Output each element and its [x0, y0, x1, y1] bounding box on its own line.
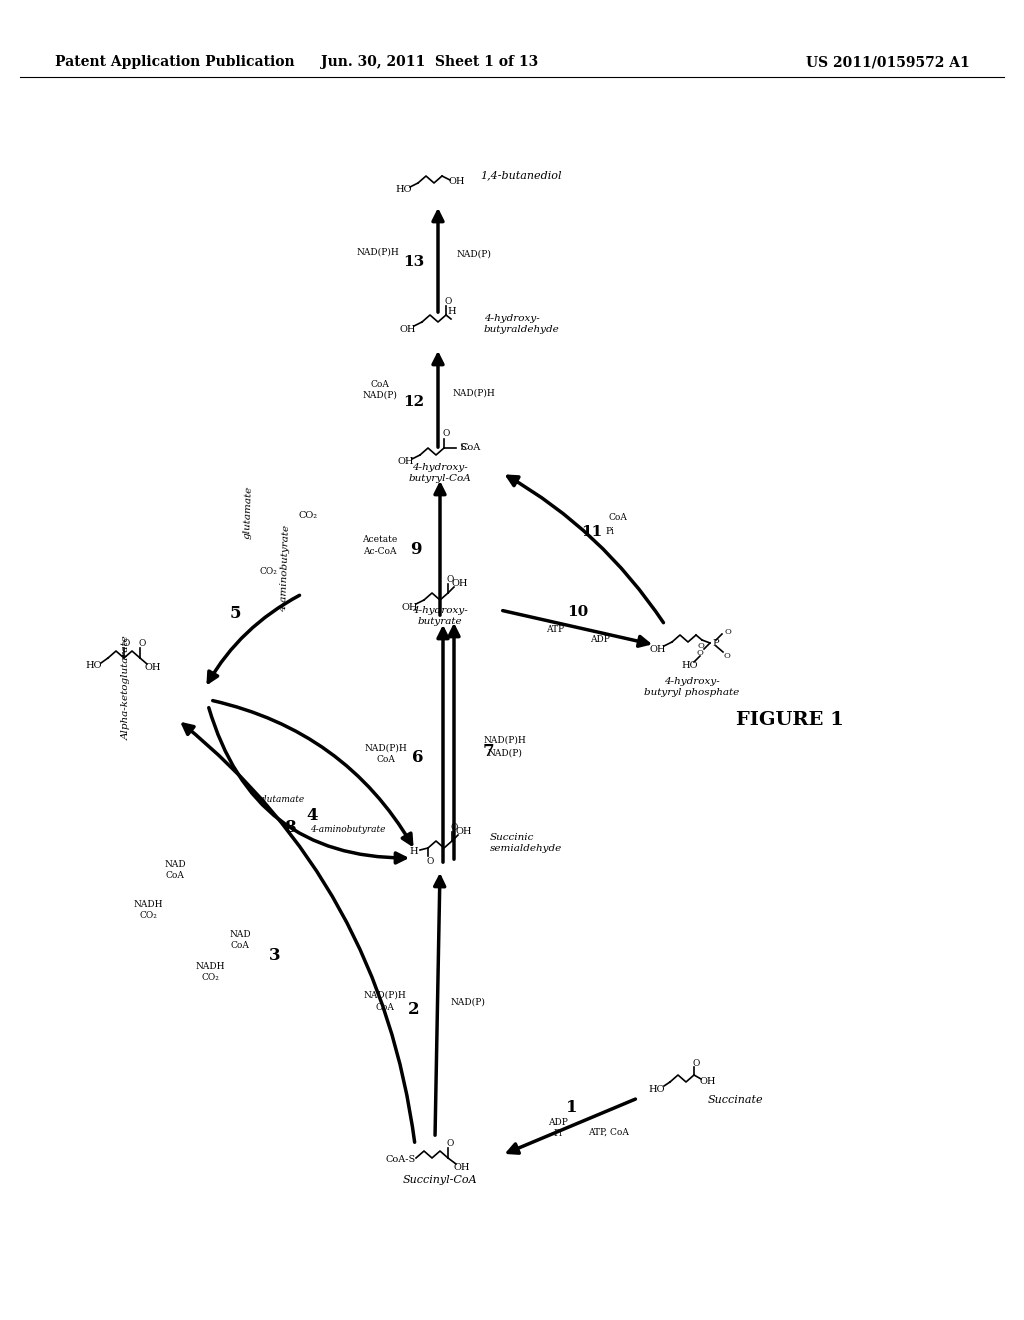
- Text: OH: OH: [144, 663, 161, 672]
- Text: NAD(P)H: NAD(P)H: [483, 735, 526, 744]
- Text: HO: HO: [649, 1085, 666, 1093]
- Text: OH: OH: [650, 644, 667, 653]
- Text: Succinate: Succinate: [708, 1096, 764, 1105]
- Text: 4-hydroxy-
butyraldehyde: 4-hydroxy- butyraldehyde: [484, 314, 560, 334]
- Text: O: O: [426, 857, 434, 866]
- Text: 4-hydroxy-
butyrate: 4-hydroxy- butyrate: [412, 606, 468, 626]
- Text: CoA: CoA: [376, 1003, 394, 1012]
- Text: 11: 11: [582, 525, 603, 539]
- Text: OH: OH: [449, 177, 465, 186]
- Text: HO: HO: [682, 661, 698, 671]
- Text: CoA-S: CoA-S: [386, 1155, 416, 1164]
- Text: O: O: [725, 628, 731, 636]
- Text: NAD(P): NAD(P): [487, 748, 522, 758]
- Text: ADP
Pi: ADP Pi: [548, 1118, 568, 1138]
- Text: O: O: [724, 652, 730, 660]
- Text: NADH
CO₂: NADH CO₂: [133, 900, 163, 920]
- Text: Succinyl-CoA: Succinyl-CoA: [402, 1175, 477, 1185]
- Text: CO₂: CO₂: [299, 511, 317, 520]
- Text: ATP: ATP: [546, 626, 564, 635]
- Text: O: O: [697, 642, 705, 649]
- Text: NAD(P)H: NAD(P)H: [356, 248, 399, 256]
- Text: O: O: [444, 297, 452, 305]
- Text: HO: HO: [86, 661, 102, 671]
- Text: HO: HO: [395, 186, 413, 194]
- Text: O: O: [138, 639, 145, 648]
- Text: FIGURE 1: FIGURE 1: [736, 711, 844, 729]
- Text: 8: 8: [285, 820, 296, 837]
- Text: CoA
NAD(P): CoA NAD(P): [362, 380, 397, 400]
- Text: 4-aminobutyrate: 4-aminobutyrate: [310, 825, 386, 834]
- Text: NAD(P)H: NAD(P)H: [364, 990, 407, 999]
- Text: O: O: [696, 649, 703, 657]
- Text: H: H: [447, 308, 457, 317]
- Text: 9: 9: [411, 541, 422, 558]
- Text: 6: 6: [413, 750, 424, 767]
- Text: OH: OH: [397, 458, 415, 466]
- Text: 1: 1: [566, 1100, 578, 1117]
- Text: 12: 12: [403, 395, 425, 409]
- Text: Acetate: Acetate: [362, 536, 397, 544]
- Text: H: H: [410, 846, 419, 855]
- Text: 4-hydroxy-
butyryl-CoA: 4-hydroxy- butyryl-CoA: [409, 463, 471, 483]
- Text: 3: 3: [269, 946, 281, 964]
- Text: 2: 2: [409, 1002, 420, 1019]
- Text: OH: OH: [456, 826, 472, 836]
- Text: NAD(P): NAD(P): [457, 249, 492, 259]
- Text: OH: OH: [454, 1163, 470, 1172]
- Text: OH: OH: [401, 602, 418, 611]
- Text: CO₂: CO₂: [259, 568, 276, 577]
- Text: NAD(P)H: NAD(P)H: [365, 743, 408, 752]
- Text: OH: OH: [452, 578, 468, 587]
- Text: P: P: [713, 639, 719, 648]
- Text: Succinic
semialdehyde: Succinic semialdehyde: [490, 833, 562, 853]
- Text: Jun. 30, 2011  Sheet 1 of 13: Jun. 30, 2011 Sheet 1 of 13: [322, 55, 539, 69]
- Text: O: O: [446, 574, 454, 583]
- Text: 5: 5: [229, 606, 241, 623]
- Text: ATP, CoA: ATP, CoA: [588, 1127, 629, 1137]
- Text: ADP: ADP: [590, 635, 610, 644]
- Text: NAD
CoA: NAD CoA: [229, 931, 251, 949]
- Text: glutamate: glutamate: [259, 796, 305, 804]
- Text: O: O: [442, 429, 450, 438]
- Text: Patent Application Publication: Patent Application Publication: [55, 55, 295, 69]
- Text: S: S: [459, 444, 465, 453]
- Text: O: O: [122, 639, 130, 648]
- Text: NADH
CO₂: NADH CO₂: [196, 962, 224, 982]
- Text: Ac-CoA: Ac-CoA: [364, 548, 396, 557]
- Text: CoA: CoA: [608, 513, 628, 523]
- Text: OH: OH: [399, 325, 416, 334]
- Text: 4: 4: [306, 807, 317, 824]
- Text: 4-hydroxy-
butyryl phosphate: 4-hydroxy- butyryl phosphate: [644, 677, 739, 697]
- Text: 4-aminobutyrate: 4-aminobutyrate: [279, 524, 291, 611]
- Text: glutamate: glutamate: [243, 486, 253, 539]
- Text: 13: 13: [403, 255, 425, 269]
- Text: Pi: Pi: [605, 528, 614, 536]
- Text: O: O: [446, 1139, 454, 1148]
- Text: Alpha-ketoglutarate: Alpha-ketoglutarate: [122, 636, 130, 741]
- Text: OH: OH: [699, 1077, 716, 1085]
- Text: 10: 10: [567, 605, 589, 619]
- Text: 1,4-butanediol: 1,4-butanediol: [480, 170, 561, 180]
- Text: US 2011/0159572 A1: US 2011/0159572 A1: [806, 55, 970, 69]
- Text: CoA: CoA: [377, 755, 395, 764]
- Text: NAD(P): NAD(P): [451, 998, 485, 1006]
- Text: O: O: [451, 822, 458, 832]
- Text: NAD
CoA: NAD CoA: [164, 861, 185, 879]
- Text: CoA: CoA: [461, 444, 481, 453]
- Text: 7: 7: [482, 743, 494, 760]
- Text: O: O: [692, 1059, 699, 1068]
- Text: NAD(P)H: NAD(P)H: [453, 388, 496, 397]
